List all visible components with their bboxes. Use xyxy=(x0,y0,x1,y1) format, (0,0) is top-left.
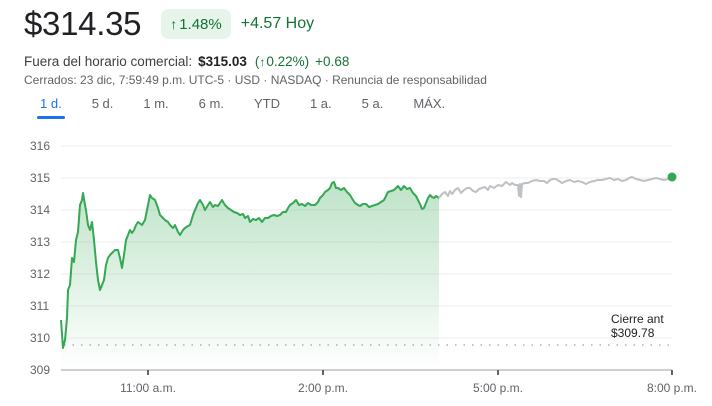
regular-session-fill xyxy=(61,182,439,370)
after-hours-price: $315.03 xyxy=(198,53,247,69)
prev-close-label: Cierre ant xyxy=(611,312,664,326)
change-percent-badge: ↑ 1.48% xyxy=(161,9,231,39)
prev-close-annotation: Cierre ant $309.78 xyxy=(611,312,664,340)
y-tick-313: 313 xyxy=(30,235,51,249)
tab-ytd[interactable]: YTD xyxy=(253,96,280,111)
y-tick-314: 314 xyxy=(30,203,51,217)
tab-5y[interactable]: 5 a. xyxy=(361,96,384,111)
quote-header: $314.35 ↑ 1.48% +4.57 Hoy Fuera del hora… xyxy=(24,4,704,89)
y-tick-309: 309 xyxy=(30,363,51,377)
open-paren: ( xyxy=(254,53,260,69)
price-row: $314.35 ↑ 1.48% +4.57 Hoy xyxy=(24,4,704,44)
range-tabs: 1 d. 5 d. 1 m. 6 m. YTD 1 a. 5 a. MÁX. xyxy=(24,96,475,119)
y-tick-316: 316 xyxy=(30,139,51,153)
after-hours-change: +0.68 xyxy=(315,53,350,69)
x-tick-8pm: 8:00 p.m. xyxy=(646,381,698,395)
up-arrow-icon: ↑ xyxy=(259,54,266,69)
after-hours-row: Fuera del horario comercial: $315.03 (↑0… xyxy=(24,52,704,70)
change-percent: 1.48% xyxy=(179,15,222,33)
prev-close-value: $309.78 xyxy=(611,326,655,340)
tab-1y[interactable]: 1 a. xyxy=(309,96,332,111)
x-axis-ticks xyxy=(147,370,673,375)
current-price-dot xyxy=(667,172,677,182)
market-meta: Cerrados: 23 dic, 7:59:49 p.m. UTC-5 · U… xyxy=(24,73,704,89)
up-arrow-icon: ↑ xyxy=(170,16,178,32)
y-tick-310: 310 xyxy=(30,331,51,345)
y-tick-315: 315 xyxy=(30,171,51,185)
current-price: $314.35 xyxy=(24,5,142,42)
market-status: Cerrados: 23 dic, 7:59:49 p.m. UTC-5 · U… xyxy=(24,73,333,87)
y-tick-312: 312 xyxy=(30,267,51,281)
after-hours-pct-value: 0.22%) xyxy=(266,53,310,69)
price-chart[interactable]: 316 315 314 313 312 311 310 309 xyxy=(0,130,712,406)
disclaimer-link[interactable]: Renuncia de responsabilidad xyxy=(332,73,487,87)
after-hours-line xyxy=(438,176,673,199)
tab-1d[interactable]: 1 d. xyxy=(37,96,65,119)
after-hours-percent: (↑0.22%) xyxy=(255,54,309,69)
regular-session-line xyxy=(60,181,440,349)
tab-max[interactable]: MÁX. xyxy=(413,96,446,111)
after-hours-label: Fuera del horario comercial: xyxy=(24,53,193,69)
chart-plot xyxy=(60,145,677,375)
x-tick-5pm: 5:00 p.m. xyxy=(472,381,524,395)
x-tick-2pm: 2:00 p.m. xyxy=(297,381,349,395)
change-today: +4.57 Hoy xyxy=(240,15,315,32)
x-tick-11am: 11:00 a.m. xyxy=(120,381,176,395)
tab-5d[interactable]: 5 d. xyxy=(91,96,114,111)
tab-1m[interactable]: 1 m. xyxy=(143,96,169,111)
tab-6m[interactable]: 6 m. xyxy=(198,96,224,111)
y-tick-311: 311 xyxy=(30,299,50,313)
